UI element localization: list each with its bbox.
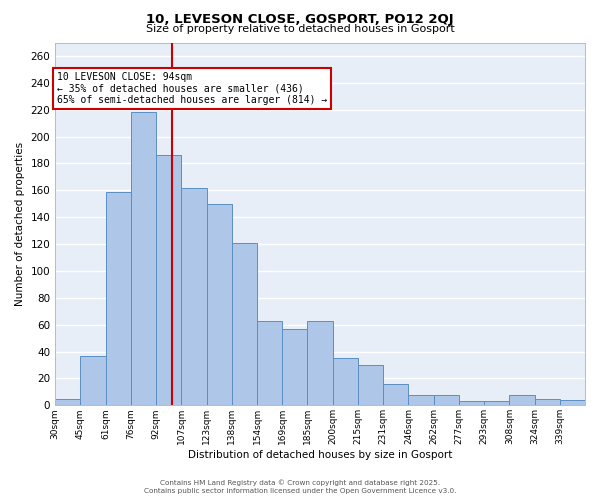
Bar [181,188,206,406]
Y-axis label: Number of detached properties: Number of detached properties [15,142,25,306]
Bar [383,384,409,406]
Bar [206,204,232,406]
Bar [409,394,434,406]
Bar [332,358,358,406]
Bar [535,398,560,406]
Bar [232,242,257,406]
Bar [106,192,131,406]
Text: Contains HM Land Registry data © Crown copyright and database right 2025.
Contai: Contains HM Land Registry data © Crown c… [144,479,456,494]
Bar [358,365,383,406]
Text: 10 LEVESON CLOSE: 94sqm
← 35% of detached houses are smaller (436)
65% of semi-d: 10 LEVESON CLOSE: 94sqm ← 35% of detache… [57,72,328,106]
Bar [282,328,307,406]
Bar [131,112,156,406]
Text: 10, LEVESON CLOSE, GOSPORT, PO12 2QJ: 10, LEVESON CLOSE, GOSPORT, PO12 2QJ [146,12,454,26]
Bar [459,402,484,406]
Bar [434,394,459,406]
Bar [156,156,181,406]
Bar [55,398,80,406]
X-axis label: Distribution of detached houses by size in Gosport: Distribution of detached houses by size … [188,450,452,460]
Bar [257,320,282,406]
Bar [484,402,509,406]
Bar [307,320,332,406]
Bar [80,356,106,406]
Bar [509,394,535,406]
Bar [560,400,585,406]
Text: Size of property relative to detached houses in Gosport: Size of property relative to detached ho… [146,24,454,34]
